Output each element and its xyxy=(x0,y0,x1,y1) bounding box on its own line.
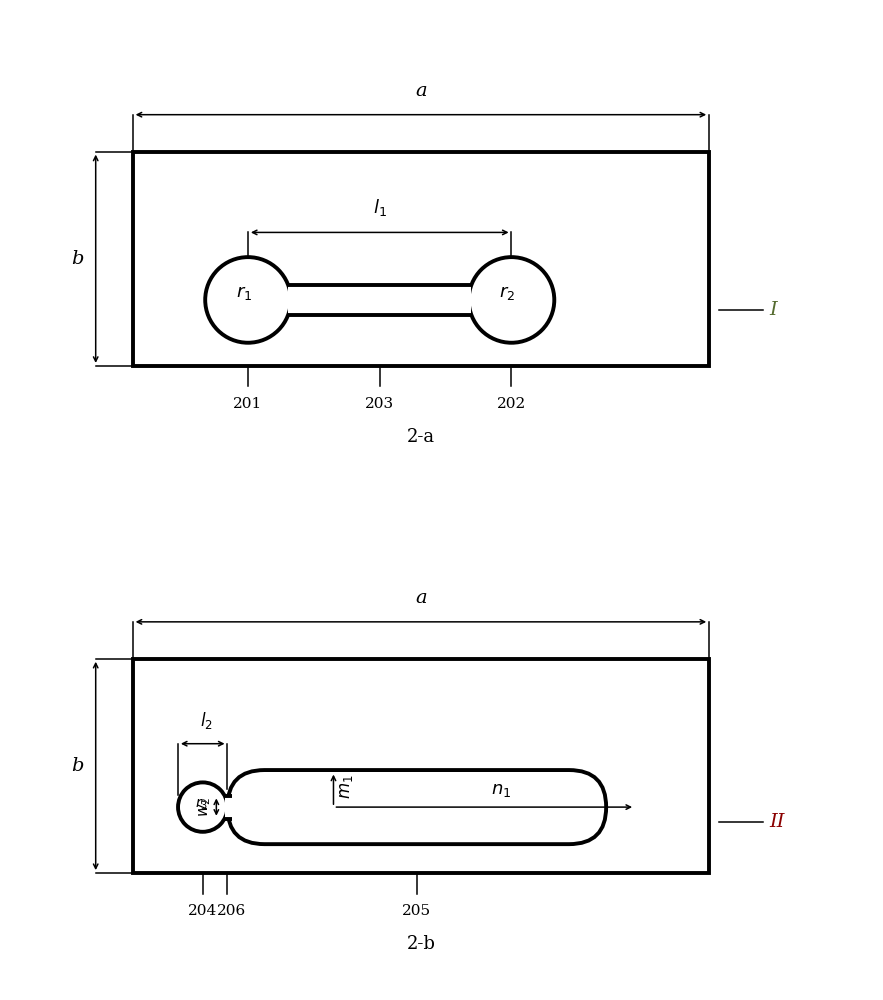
Text: 204: 204 xyxy=(188,904,217,918)
FancyBboxPatch shape xyxy=(228,770,606,844)
Text: $n_1$: $n_1$ xyxy=(491,781,511,799)
Text: 203: 203 xyxy=(366,397,395,411)
Text: $r_1$: $r_1$ xyxy=(236,284,252,302)
Text: $w_2$: $w_2$ xyxy=(198,797,213,817)
Text: 205: 205 xyxy=(403,904,432,918)
Text: $l_2$: $l_2$ xyxy=(200,710,214,731)
Circle shape xyxy=(205,257,291,343)
Text: $r_2$: $r_2$ xyxy=(499,284,516,302)
Bar xyxy=(288,285,472,315)
Text: 2-b: 2-b xyxy=(406,935,435,953)
Text: b: b xyxy=(72,757,84,775)
Text: $l_1$: $l_1$ xyxy=(373,197,387,218)
Text: $r_3$: $r_3$ xyxy=(194,796,208,812)
Text: 201: 201 xyxy=(233,397,262,411)
Text: 202: 202 xyxy=(497,397,526,411)
Bar xyxy=(132,659,709,873)
Bar xyxy=(224,796,231,819)
Text: 2-a: 2-a xyxy=(407,428,435,446)
Text: 206: 206 xyxy=(217,904,246,918)
Text: II: II xyxy=(769,813,785,831)
Text: a: a xyxy=(415,589,426,607)
Text: $w_1$: $w_1$ xyxy=(431,291,453,308)
Text: b: b xyxy=(72,250,84,268)
Text: I: I xyxy=(769,301,777,319)
Circle shape xyxy=(469,257,555,343)
Text: $m_1$: $m_1$ xyxy=(337,774,355,799)
Bar xyxy=(132,152,709,366)
Text: a: a xyxy=(415,82,426,100)
Circle shape xyxy=(178,782,228,832)
